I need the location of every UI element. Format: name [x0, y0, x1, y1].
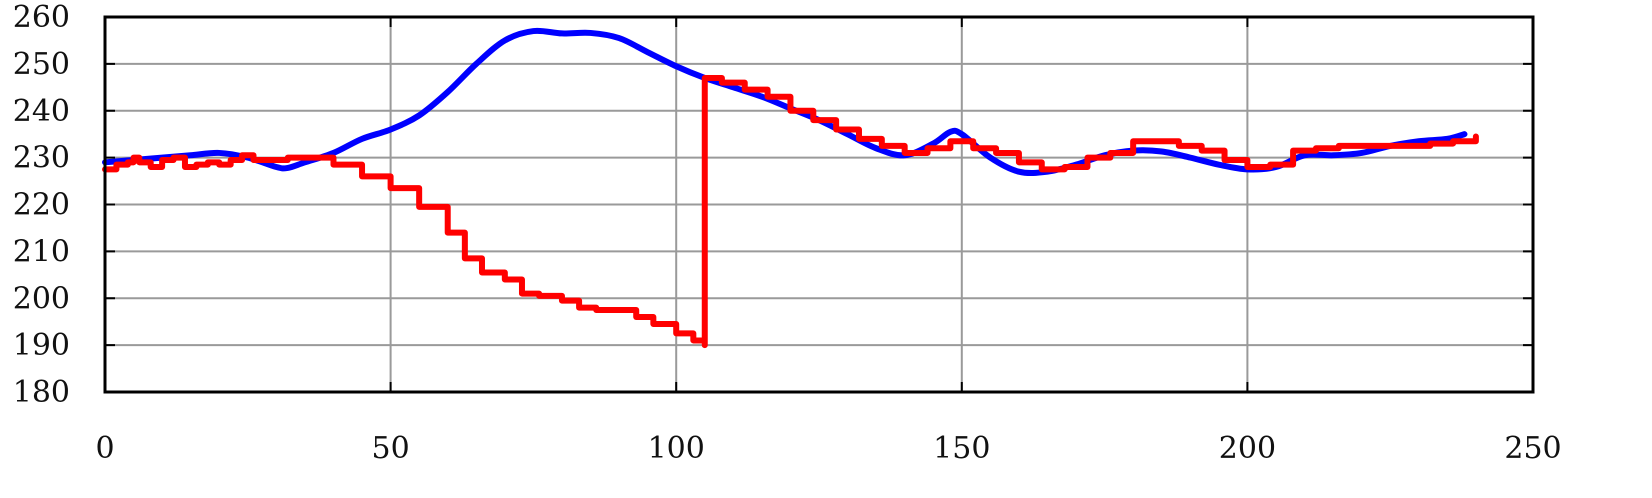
x-tick-label: 100 [648, 431, 705, 466]
y-tick-label: 180 [13, 375, 70, 410]
y-tick-label: 230 [13, 141, 70, 176]
x-tick-label: 250 [1504, 431, 1561, 466]
y-tick-label: 220 [13, 188, 70, 223]
y-tick-label: 190 [13, 328, 70, 363]
x-tick-label: 200 [1219, 431, 1276, 466]
series-layer [102, 27, 1479, 349]
y-tick-label: 240 [13, 94, 70, 129]
red-series-line [102, 74, 1479, 349]
x-tick-label: 150 [933, 431, 990, 466]
tick-layer [104, 16, 1534, 393]
x-tick-label: 0 [95, 431, 114, 466]
blue-series-line [102, 27, 1468, 177]
y-tick-label: 210 [13, 234, 70, 269]
label-layer: 0 50 100 150 200 250 180 190 200 210 220 230 240 250 2… [13, 0, 1562, 466]
grid-layer [105, 17, 1533, 392]
x-tick-label: 50 [372, 431, 410, 466]
y-tick-label: 250 [13, 47, 70, 82]
y-tick-label: 200 [13, 281, 70, 316]
y-tick-label: 260 [13, 0, 70, 35]
